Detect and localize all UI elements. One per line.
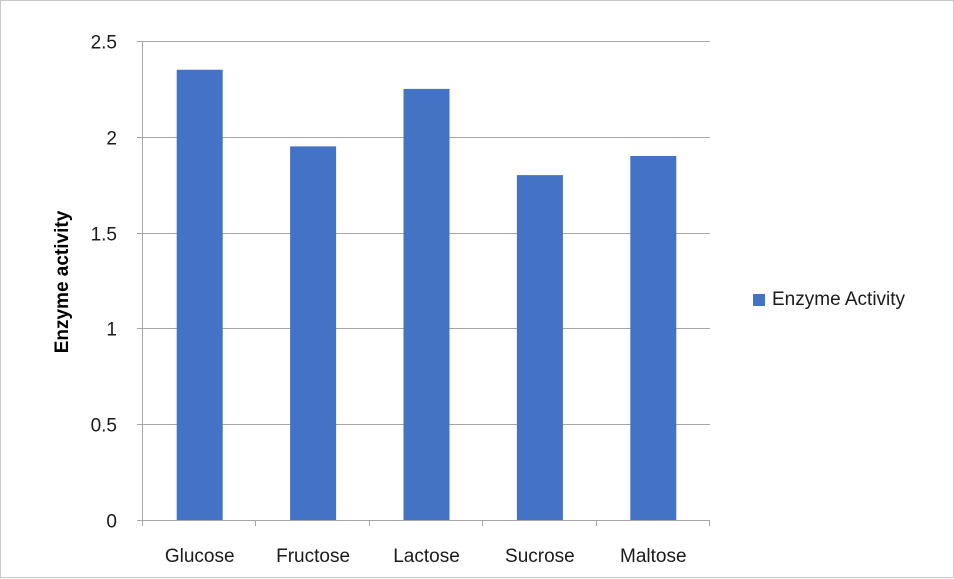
y-tick-label: 2 [106,129,117,150]
bar-glucose [176,69,223,521]
y-tick-label: 2.5 [91,33,117,54]
x-tick-label: Glucose [165,546,235,567]
y-tick-label: 0.5 [91,416,117,437]
bar-sucrose [516,175,563,520]
legend-swatch [753,294,765,306]
y-tick-label: 1 [106,320,117,341]
y-axis-title: Enzyme activity [52,210,73,354]
bar-fructose [290,146,337,520]
bar-lactose [403,88,450,521]
legend-label: Enzyme Activity [772,289,906,310]
y-tick-label: 0 [106,512,117,533]
x-tick-label: Maltose [620,546,687,567]
x-tick-label: Sucrose [505,546,575,567]
x-tick-label: Lactose [393,546,460,567]
x-tick-label: Fructose [276,546,350,567]
legend: Enzyme Activity [753,289,905,311]
bar-maltose [630,155,677,520]
y-tick-label: 1.5 [91,225,117,246]
